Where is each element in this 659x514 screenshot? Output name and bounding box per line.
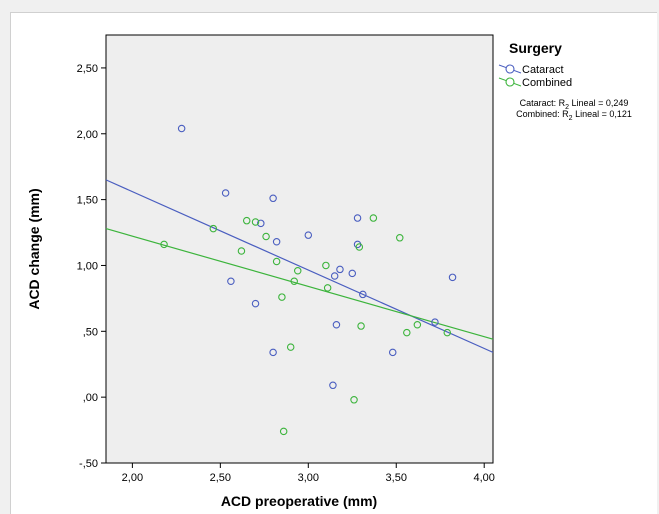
data-point-combined xyxy=(272,257,281,266)
data-point-cataract xyxy=(304,231,313,239)
data-point-cataract xyxy=(251,299,260,308)
fit-line-cataract xyxy=(105,179,494,353)
y-tick-label: ,00 xyxy=(83,392,98,404)
y-tick-label: 1,00 xyxy=(77,260,98,272)
data-point-cataract xyxy=(269,194,277,203)
data-point-cataract xyxy=(329,381,337,390)
fit-label-cataract: Cataract: R2 Lineal = 0,249 xyxy=(520,98,629,111)
data-point-combined xyxy=(413,320,422,329)
x-tick-label: 4,00 xyxy=(473,472,494,484)
plot-area xyxy=(105,34,494,464)
data-point-cataract xyxy=(269,348,277,357)
data-point-combined xyxy=(443,328,452,337)
x-tick-label: 3,50 xyxy=(386,472,407,484)
x-tick-label: 2,00 xyxy=(122,472,143,484)
data-point-combined xyxy=(279,427,288,436)
data-point-cataract xyxy=(388,348,397,357)
data-point-cataract xyxy=(272,238,281,246)
data-point-cataract xyxy=(177,124,186,133)
data-point-combined xyxy=(278,293,286,301)
data-point-combined xyxy=(403,328,411,337)
legend-label-combined: Combined xyxy=(522,77,572,89)
data-point-combined xyxy=(355,243,364,251)
data-point-combined xyxy=(242,216,251,225)
legend-label-cataract: Cataract xyxy=(522,64,564,76)
data-point-combined xyxy=(323,284,332,292)
y-tick-label: -,50 xyxy=(79,458,98,470)
scatter-chart: 2,00 2,50 3,00 3,50 4,00 -,50 ,00 ,50 1,00 1,50 2,… xyxy=(26,34,632,509)
data-point-cataract xyxy=(353,214,362,222)
fit-label-combined: Combined: R2 Lineal = 0,121 xyxy=(516,109,632,122)
data-point-cataract xyxy=(448,273,457,282)
data-point-combined xyxy=(357,322,365,330)
data-point-cataract xyxy=(336,265,344,274)
data-point-combined xyxy=(290,277,298,286)
data-point-cataract xyxy=(227,277,235,286)
data-point-cataract xyxy=(257,219,265,228)
figure-panel: 2,00 2,50 3,00 3,50 4,00 -,50 ,00 ,50 1,00 1,50 2,… xyxy=(10,12,657,514)
data-point-combined xyxy=(251,218,260,226)
y-tick-label: 1,50 xyxy=(77,195,98,207)
data-point-combined xyxy=(322,261,330,270)
x-tick-label: 3,00 xyxy=(298,472,319,484)
y-tick-label: ,50 xyxy=(83,326,98,338)
data-point-cataract xyxy=(359,290,367,299)
legend-title: Surgery xyxy=(509,40,562,56)
data-points xyxy=(160,124,457,436)
data-point-combined xyxy=(286,343,295,351)
legend-swatch-marker xyxy=(505,77,515,87)
data-point-cataract xyxy=(348,269,357,278)
data-point-combined xyxy=(160,240,168,249)
data-point-cataract xyxy=(330,272,339,280)
y-tick-label: 2,00 xyxy=(77,129,98,141)
data-point-combined xyxy=(293,266,302,275)
y-axis-title: ACD change (mm) xyxy=(26,188,42,309)
data-point-cataract xyxy=(332,320,341,329)
data-point-combined xyxy=(209,224,218,233)
data-point-combined xyxy=(350,396,358,404)
fit-lines xyxy=(105,179,494,353)
data-point-combined xyxy=(237,247,246,255)
x-axis-title: ACD preoperative (mm) xyxy=(221,493,377,509)
data-point-combined xyxy=(369,214,378,222)
data-point-combined xyxy=(396,234,404,242)
fit-line-combined xyxy=(105,228,494,340)
x-tick-label: 2,50 xyxy=(210,472,231,484)
data-point-cataract xyxy=(221,189,230,197)
data-point-combined xyxy=(262,232,270,241)
y-tick-label: 2,50 xyxy=(77,63,98,75)
data-point-cataract xyxy=(431,318,439,326)
legend-swatch-marker xyxy=(505,64,515,74)
axes: 2,00 2,50 3,00 3,50 4,00 -,50 ,00 ,50 1,00 1,50 2,… xyxy=(77,63,495,484)
